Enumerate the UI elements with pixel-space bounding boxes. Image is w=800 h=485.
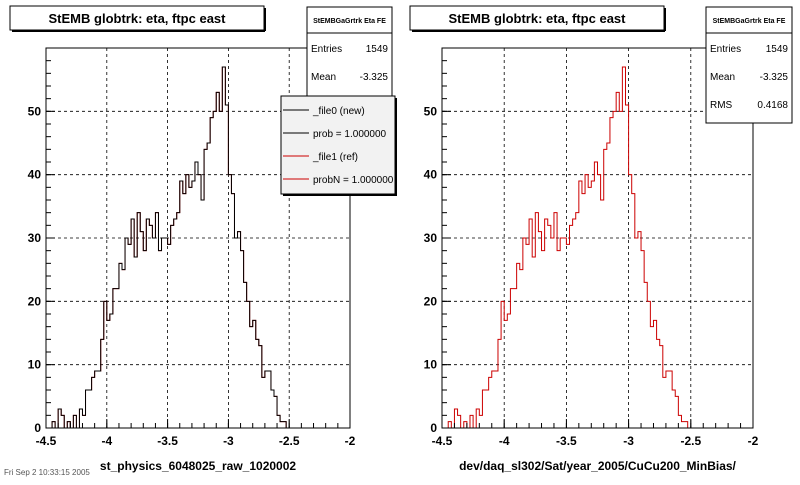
x-tick-label: -2 xyxy=(748,434,759,448)
x-tick-label: -3 xyxy=(223,434,234,448)
stats-value: 1549 xyxy=(366,44,389,55)
y-tick-label: 40 xyxy=(28,168,42,182)
legend-label: probN = 1.000000 xyxy=(313,175,394,186)
y-tick-label: 10 xyxy=(28,358,42,372)
stats-value: -3.325 xyxy=(760,72,789,83)
stats-label: RMS xyxy=(710,100,733,111)
stats-label: Entries xyxy=(311,44,342,55)
y-tick-label: 30 xyxy=(424,231,438,245)
y-tick-label: 20 xyxy=(424,294,438,308)
x-tick-label: -3 xyxy=(623,434,634,448)
y-tick-label: 50 xyxy=(28,104,42,118)
stats-box xyxy=(705,6,793,124)
y-tick-label: 10 xyxy=(424,358,438,372)
chart-pad-2: -4.5 -4 -3.5 -3 -2.5 -2 0 10 20 30 40 50 dev/daq_sl3… xyxy=(409,5,793,473)
y-tick-label: 50 xyxy=(424,104,438,118)
chart-pad-1: -4.5 -4 -3.5 -3 -2.5 -2 0 10 20 30 40 50 st_physics_… xyxy=(9,5,397,473)
x-axis-label: st_physics_6048025_raw_1020002 xyxy=(100,459,296,473)
stats-value: -3.325 xyxy=(360,72,389,83)
x-tick-label: -3.5 xyxy=(157,434,178,448)
x-axis-label: dev/daq_sl302/Sat/year_2005/CuCu200_MinB… xyxy=(459,459,736,473)
stats-name: StEMBGaGrtrk Eta FE xyxy=(313,18,386,25)
stats-label: Mean xyxy=(710,72,735,83)
stats-name: StEMBGaGrtrk Eta FE xyxy=(713,18,786,25)
y-tick-label: 40 xyxy=(424,168,438,182)
x-tick-label: -3.5 xyxy=(556,434,577,448)
title-box xyxy=(9,5,265,31)
x-tick-label: -4.5 xyxy=(36,434,57,448)
x-tick-label: -2.5 xyxy=(680,434,701,448)
y-tick-label: 20 xyxy=(28,294,42,308)
legend-label: _file0 (new) xyxy=(312,106,365,117)
x-tick-label: -2.5 xyxy=(279,434,300,448)
chart-title: StEMB globtrk: eta, ftpc east xyxy=(49,11,227,26)
histogram-series--file0-new- xyxy=(46,66,350,429)
legend-box xyxy=(280,95,396,195)
stats-label: Mean xyxy=(311,72,336,83)
y-tick-label: 0 xyxy=(430,421,437,435)
legend-label: _file1 (ref) xyxy=(312,152,358,163)
x-tick-label: -4.5 xyxy=(432,434,453,448)
x-tick-label: -4 xyxy=(101,434,112,448)
y-tick-label: 0 xyxy=(34,421,41,435)
chart-title: StEMB globtrk: eta, ftpc east xyxy=(449,11,627,26)
x-tick-label: -4 xyxy=(499,434,510,448)
footer-timestamp: Fri Sep 2 10:33:15 2005 xyxy=(4,468,90,477)
histogram-series--file1-ref- xyxy=(442,66,753,429)
stats-label: Entries xyxy=(710,44,741,55)
x-tick-label: -2 xyxy=(345,434,356,448)
y-tick-label: 30 xyxy=(28,231,42,245)
stats-value: 1549 xyxy=(766,44,789,55)
legend-label: prob = 1.000000 xyxy=(313,129,387,140)
stats-value: 0.4168 xyxy=(757,100,788,111)
